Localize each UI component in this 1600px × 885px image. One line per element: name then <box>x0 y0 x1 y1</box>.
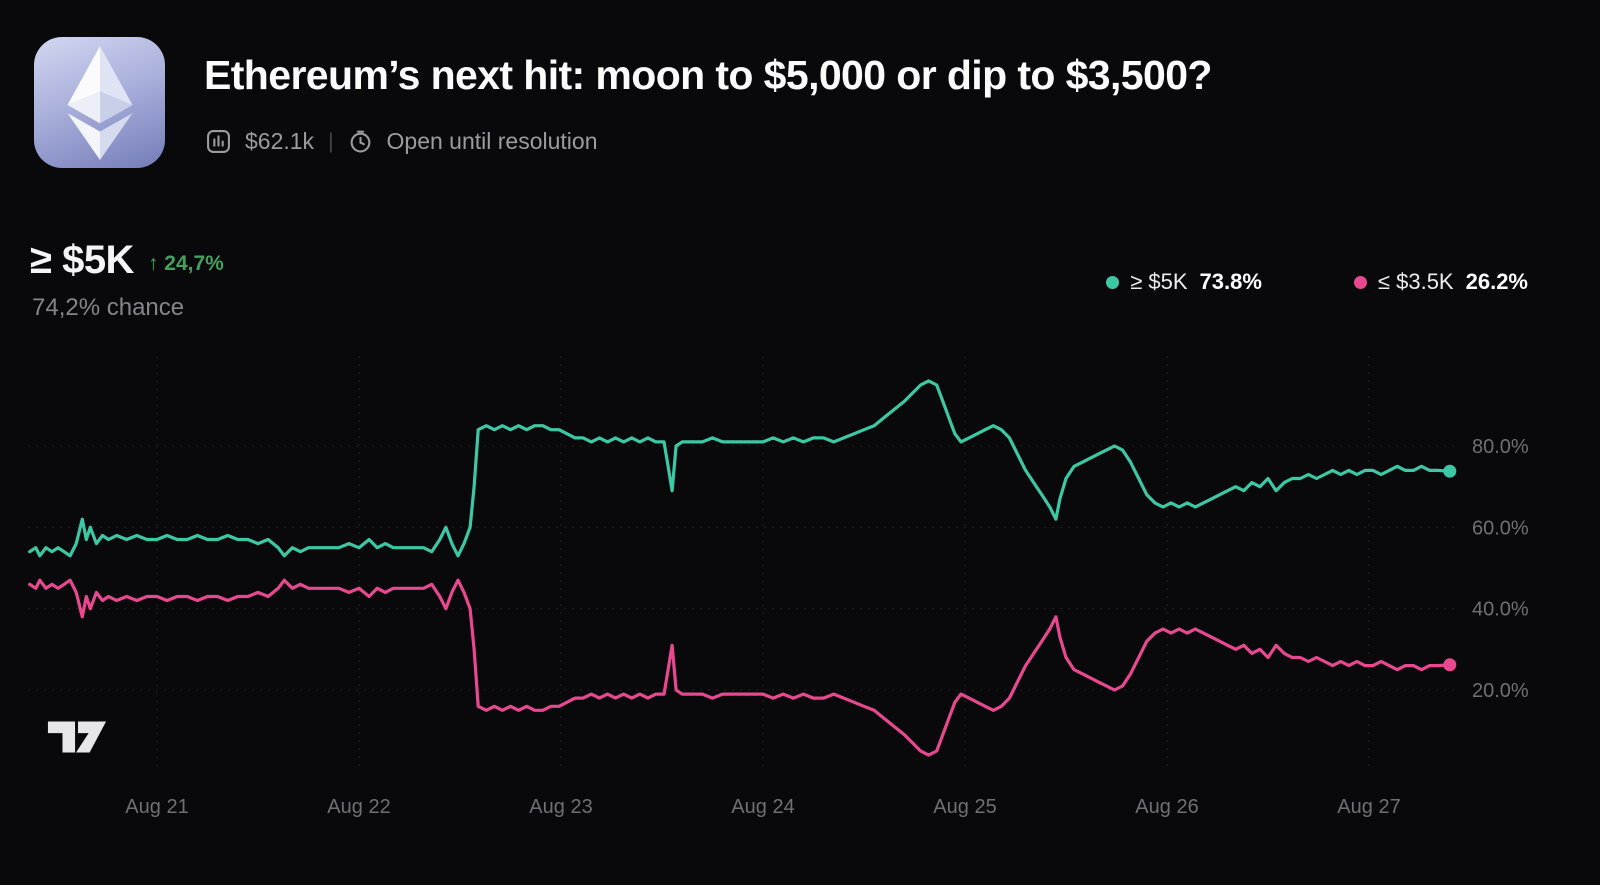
last-price-marker-lte-3-5k <box>1443 658 1457 672</box>
market-title: Ethereum’s next hit: moon to $5,000 or d… <box>204 52 1212 98</box>
chart-legend: ≥ $5K 73.8% ≤ $3.5K 26.2% <box>1106 269 1528 295</box>
y-axis-label: 20.0% <box>1472 680 1529 702</box>
x-axis-label: Aug 23 <box>529 796 592 818</box>
outcome-label: ≥ $5K <box>30 238 134 282</box>
clock-icon <box>350 130 370 153</box>
y-axis-label: 60.0% <box>1472 517 1529 539</box>
meta-divider: | <box>328 129 334 153</box>
market-status: Open until resolution <box>386 128 598 154</box>
series-line-gte-5k <box>28 379 1452 558</box>
legend-value: 73.8% <box>1199 269 1262 294</box>
series-line-lte-3-5k <box>28 578 1452 757</box>
x-axis-label: Aug 22 <box>327 796 390 818</box>
y-axis-label: 40.0% <box>1472 599 1529 621</box>
volume-value: $62.1k <box>245 128 315 154</box>
market-icon <box>34 37 165 168</box>
legend-dot-pink <box>1353 275 1367 289</box>
outcome-chance: 74,2% chance <box>32 294 185 321</box>
legend-value: 26.2% <box>1465 269 1528 294</box>
x-axis-label: Aug 26 <box>1135 796 1198 818</box>
x-axis-label: Aug 25 <box>933 796 996 818</box>
tradingview-logo-icon <box>46 714 108 765</box>
ethereum-logo-icon <box>66 45 133 160</box>
legend-label: ≥ $5K <box>1130 269 1188 294</box>
outcome-change: ↑ 24,7% <box>147 252 224 275</box>
legend-dot-teal <box>1106 275 1120 289</box>
last-price-marker-gte-5k <box>1443 464 1457 478</box>
volume-icon <box>207 130 230 153</box>
x-axis-label: Aug 27 <box>1337 796 1400 818</box>
x-axis-label: Aug 21 <box>125 796 188 818</box>
legend-item-gte-5k[interactable]: ≥ $5K 73.8% <box>1106 269 1262 295</box>
market-meta: $62.1k | Open until resolution <box>206 128 598 155</box>
x-axis-label: Aug 24 <box>731 796 794 818</box>
legend-item-lte-3-5k[interactable]: ≤ $3.5K 26.2% <box>1353 269 1528 295</box>
y-axis-label: 80.0% <box>1472 436 1529 458</box>
outcome-summary: ≥ $5K ↑ 24,7% <box>30 238 224 283</box>
legend-label: ≤ $3.5K <box>1377 269 1454 294</box>
